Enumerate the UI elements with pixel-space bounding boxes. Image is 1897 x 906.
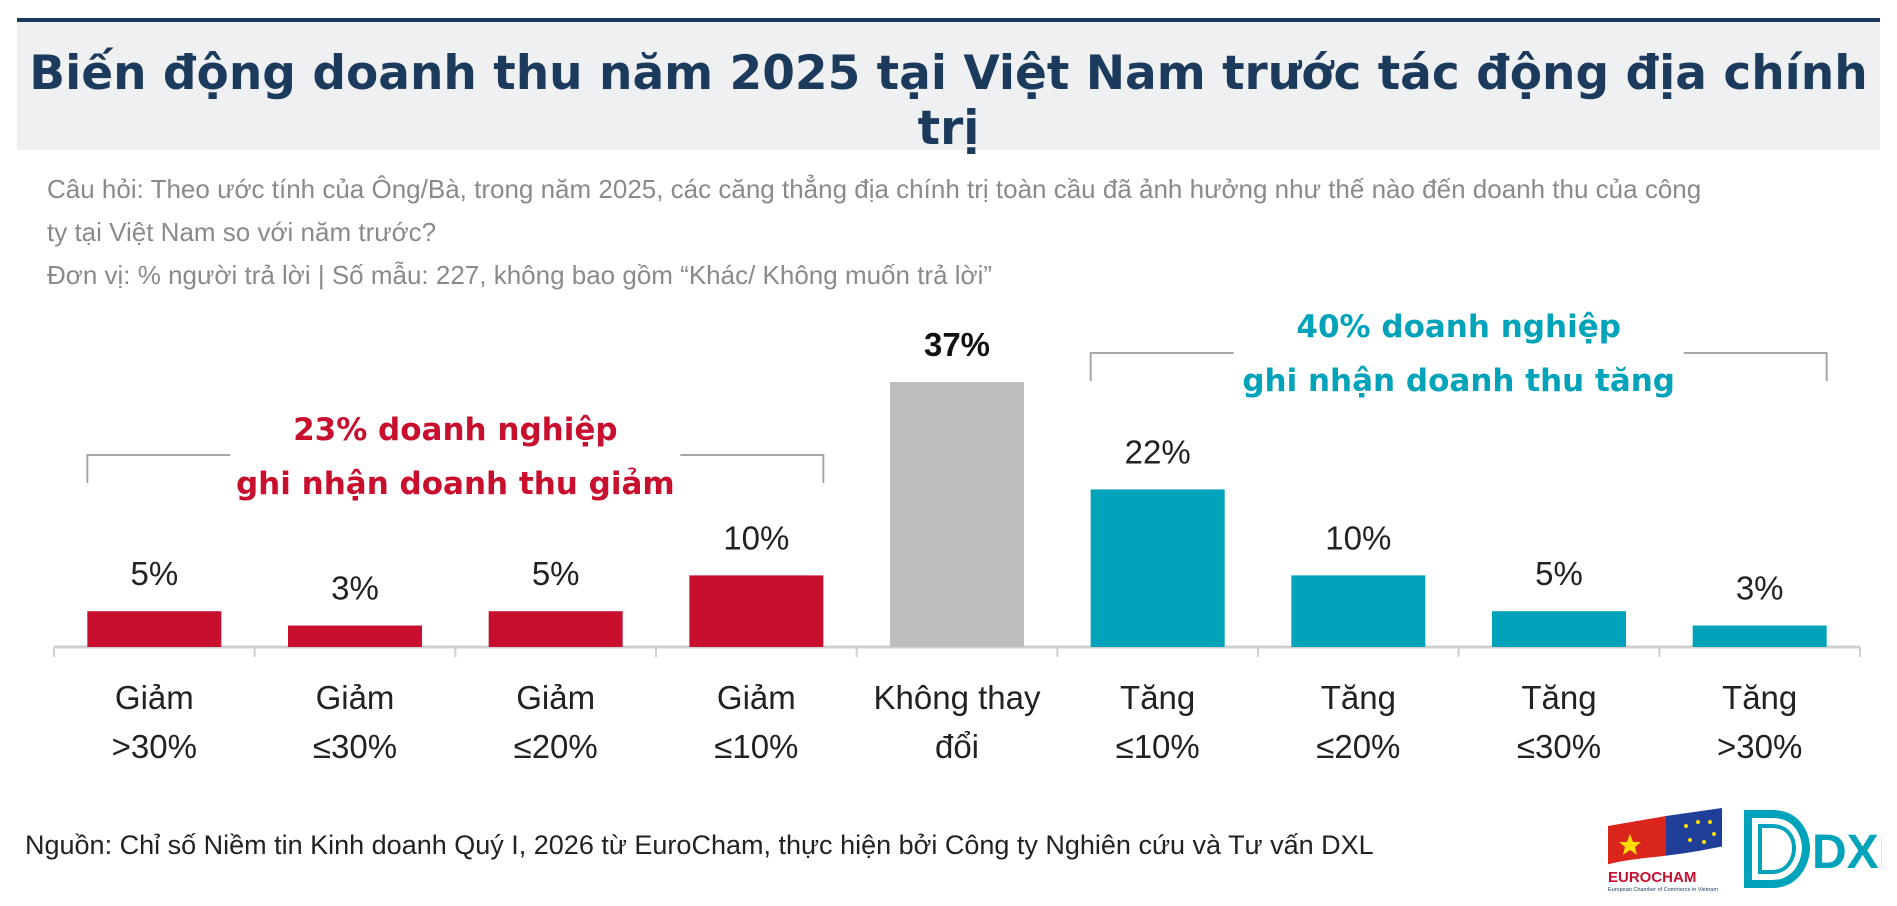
x-tick-label-3-1: Giảm [516, 679, 595, 716]
bar-8 [1492, 611, 1626, 647]
x-tick-label-1-1: Giảm [115, 679, 194, 716]
bar-3 [488, 611, 623, 647]
x-tick-label-7-2: ≤20% [1316, 728, 1400, 765]
x-tick-label-9-1: Tăng [1722, 679, 1797, 716]
bar-7 [1291, 575, 1426, 647]
x-tick-label-7-1: Tăng [1321, 679, 1396, 716]
x-tick-label-1-2: >30% [112, 728, 197, 765]
x-tick-label-4-2: ≤10% [714, 728, 798, 765]
x-tick-label-6-1: Tăng [1120, 679, 1195, 716]
x-tick-label-6-2: ≤10% [1116, 728, 1200, 765]
eurocham-logo-tagline: European Chamber of Commerce in Vietnam [1608, 887, 1718, 893]
x-tick-label-2-2: ≤30% [313, 728, 397, 765]
dxl-logo-name: DXL [1812, 826, 1882, 879]
bar-4 [689, 575, 824, 647]
x-tick-label-8-1: Tăng [1521, 679, 1596, 716]
annotation-bracket-left-2 [1089, 352, 1234, 381]
eurocham-logo-name: EUROCHAM [1608, 869, 1696, 886]
x-tick-label-2-1: Giảm [316, 679, 395, 716]
x-tick-label-5-1: Không thay [874, 679, 1041, 716]
question-line-2: ty tại Việt Nam so với năm trước? [47, 217, 437, 247]
bar-5 [890, 382, 1024, 647]
eurocham-logo: EUROCHAM European Chamber of Commerce in… [1607, 808, 1723, 893]
x-tick-label-8-2: ≤30% [1517, 728, 1601, 765]
title-band [17, 22, 1880, 150]
data-label-4: 10% [723, 519, 789, 556]
annotation-bracket-right-2 [1683, 352, 1828, 381]
data-label-1: 5% [130, 555, 178, 592]
x-tick-label-4-1: Giảm [717, 679, 796, 716]
unit-sample-line: Đơn vị: % người trả lời | Số mẫu: 227, k… [47, 260, 993, 290]
annotation-text-1-1: 23% doanh nghiệp [293, 412, 618, 448]
annotation-text-2-2: ghi nhận doanh thu tăng [1242, 363, 1675, 399]
source-note: Nguồn: Chỉ số Niềm tin Kinh doanh Quý I,… [25, 830, 1374, 860]
data-label-5: 37% [924, 326, 990, 363]
question-line-1: Câu hỏi: Theo ước tính của Ông/Bà, trong… [47, 174, 1702, 204]
bar-chart: 5% Giảm >30% 3% Giảm ≤30% 5% Giảm ≤20% 10% Giảm ≤10… [53, 309, 1861, 765]
bar-1 [87, 611, 222, 647]
question-text: Câu hỏi: Theo ước tính của Ông/Bà, trong… [47, 168, 1867, 297]
bar-2 [288, 625, 422, 647]
bar-9 [1692, 625, 1827, 647]
data-label-9: 3% [1736, 570, 1784, 607]
bar-6 [1090, 489, 1225, 647]
annotation-bracket-right-1 [680, 454, 825, 483]
data-label-7: 10% [1325, 519, 1391, 556]
annotation-text-1-2: ghi nhận doanh thu giảm [236, 466, 675, 502]
x-tick-label-3-2: ≤20% [514, 728, 598, 765]
x-tick-label-5-2: đổi [935, 728, 979, 765]
data-label-3: 5% [532, 555, 580, 592]
annotation-text-2-1: 40% doanh nghiệp [1296, 309, 1621, 345]
data-label-6: 22% [1125, 433, 1191, 470]
data-label-2: 3% [331, 570, 379, 607]
annotation-bracket-left-1 [86, 454, 231, 483]
data-label-8: 5% [1535, 555, 1583, 592]
x-tick-label-9-2: >30% [1717, 728, 1802, 765]
dxl-logo: DXL [1744, 810, 1882, 888]
chart-title: Biến động doanh thu năm 2025 tại Việt Na… [29, 46, 1868, 156]
title-top-rule [17, 18, 1880, 22]
